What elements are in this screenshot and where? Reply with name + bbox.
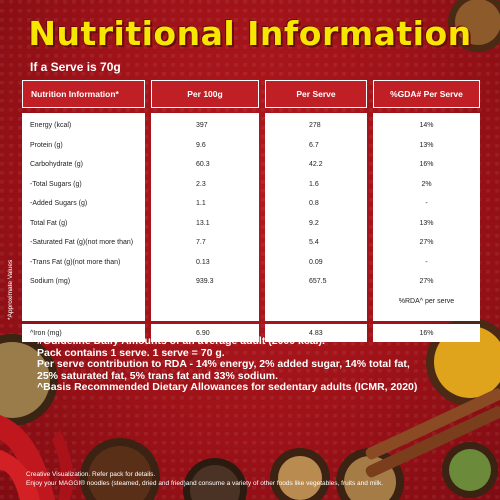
header-nutrition-information: Nutrition Information*: [22, 80, 145, 108]
cell-per-100g: 7.7: [196, 239, 206, 247]
header-per-serve: Per Serve: [265, 80, 367, 108]
cell-nutrient: Carbohydrate (g): [30, 161, 83, 169]
cell-per-serve: 0.8: [309, 200, 319, 208]
cell-per-serve: [265, 292, 367, 312]
nutrition-table: Nutrition Information* Per 100g Per Serv…: [22, 80, 480, 342]
cell-nutrient: -Saturated Fat (g)(not more than): [30, 239, 134, 247]
page-title: Nutritional Information: [28, 14, 472, 53]
column-nutrient: Energy (kcal) Protein (g) Carbohydrate (…: [22, 113, 145, 321]
cell-per-100g: [151, 292, 259, 312]
cell-nutrient: ^Iron (mg): [22, 324, 145, 342]
cell-rda: 16%: [373, 324, 480, 342]
footnote-line: 25% saturated fat, 5% trans fat and 33% …: [37, 369, 278, 382]
cell-per-100g: 13.1: [196, 219, 210, 227]
cell-nutrient: -Total Sugars (g): [30, 180, 82, 188]
cell-nutrient: Energy (kcal): [30, 122, 72, 130]
table-header: Nutrition Information* Per 100g Per Serv…: [22, 80, 480, 108]
cell-gda: 13%: [419, 219, 434, 227]
column-gda: 14% 13% 16% 2% - 13% 27% - 27% %RDA^ per…: [373, 113, 480, 321]
cell-per-100g: 60.3: [196, 161, 210, 169]
cell-gda: 2%: [421, 180, 432, 188]
cell-per-serve: 1.6: [309, 180, 319, 188]
cell-per-serve: 0.09: [309, 258, 323, 266]
disclaimer: Creative Visualization. Refer pack for d…: [26, 470, 383, 488]
cell-per-serve: 4.83: [265, 324, 367, 342]
footnotes: #Guideline Daily Amounts of an average a…: [37, 335, 418, 394]
cell-gda: 14%: [419, 122, 434, 130]
cell-per-100g: 939.3: [196, 278, 214, 286]
footnote-line: #Guideline Daily Amounts of an average a…: [37, 335, 325, 347]
cell-per-100g: 9.6: [196, 141, 206, 149]
cell-gda: -: [425, 258, 428, 266]
table-body: Energy (kcal) Protein (g) Carbohydrate (…: [22, 113, 480, 321]
cell-per-100g: 397: [196, 122, 208, 130]
cell-nutrient: -Added Sugars (g): [30, 200, 88, 208]
cell-per-serve: 42.2: [309, 161, 323, 169]
header-per-100g: Per 100g: [151, 80, 259, 108]
disclaimer-line: Creative Visualization. Refer pack for d…: [26, 471, 156, 478]
cell-gda: 13%: [419, 141, 434, 149]
cell-nutrient: Sodium (mg): [30, 278, 71, 286]
disclaimer-line: Enjoy your MAGGI® noodles (steamed, drie…: [26, 480, 384, 487]
table-row-iron: ^Iron (mg) 6.90 4.83 16%: [22, 324, 480, 342]
cell-gda: 16%: [419, 161, 434, 169]
cell-gda: -: [425, 200, 428, 208]
cell-per-100g: 6.90: [151, 324, 259, 342]
footnote-line: Pack contains 1 serve. 1 serve = 70 g.: [37, 346, 225, 359]
cell-gda: 27%: [419, 239, 434, 247]
cell-nutrient: -Trans Fat (g)(not more than): [30, 258, 121, 266]
cell-per-100g: 0.13: [196, 258, 210, 266]
cell-nutrient: [22, 292, 145, 312]
footnote-line: ^Basis Recommended Dietary Allowances fo…: [37, 381, 418, 393]
cell-nutrient: Total Fat (g): [30, 219, 68, 227]
cell-per-serve: 6.7: [309, 141, 319, 149]
header-gda-per-serve: %GDA# Per Serve: [373, 80, 480, 108]
cell-per-serve: 9.2: [309, 219, 319, 227]
serve-size-label: If a Serve is 70g: [30, 60, 121, 74]
cell-per-serve: 278: [309, 122, 321, 130]
cell-per-serve: 5.4: [309, 239, 319, 247]
cell-per-serve: 657.5: [309, 278, 327, 286]
cell-nutrient: Protein (g): [30, 141, 63, 149]
cell-gda: 27%: [419, 278, 434, 286]
column-per-serve: 278 6.7 42.2 1.6 0.8 9.2 5.4 0.09 657.5: [265, 113, 367, 321]
cell-per-100g: 1.1: [196, 200, 206, 208]
cell-per-100g: 2.3: [196, 180, 206, 188]
approximate-values-label: *Approximate Values: [7, 259, 14, 320]
footnote-line: Per serve contribution to RDA - 14% ener…: [37, 358, 410, 370]
cell-rda-label: %RDA^ per serve: [398, 297, 455, 305]
column-per-100g: 397 9.6 60.3 2.3 1.1 13.1 7.7 0.13 939.3: [151, 113, 259, 321]
